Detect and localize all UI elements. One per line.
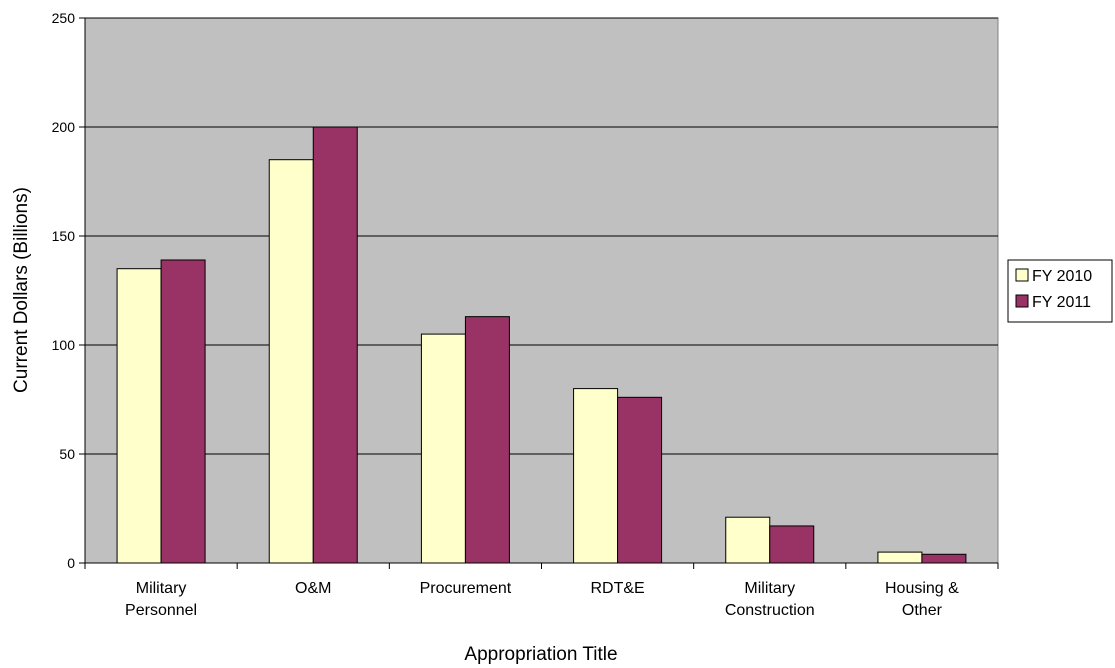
x-tick-label: Other	[902, 602, 943, 619]
bar-fy-2010-3	[573, 388, 619, 564]
bar-fy-2010-1	[268, 159, 314, 564]
x-axis-ticks: Military Personnel O&M Procurement RDT&E Mili…	[84, 563, 999, 619]
bars	[116, 126, 967, 564]
x-axis-title: Appropriation Title	[464, 644, 617, 665]
legend-swatch	[1015, 268, 1029, 282]
x-tick-label: Military	[744, 580, 795, 597]
y-tick-label: 100	[52, 337, 76, 353]
bar-fy-2011-2	[464, 316, 510, 564]
bar-fy-2010-0	[116, 268, 162, 564]
bar-fy-2010-4	[725, 516, 771, 564]
bar-fy-2010-2	[420, 333, 466, 564]
bar-fy-2011-0	[160, 259, 206, 564]
y-tick-label: 200	[52, 119, 76, 135]
legend: FY 2010 FY 2011	[1007, 259, 1113, 323]
y-tick-label: 0	[67, 555, 75, 571]
x-tick-label: Housing &	[885, 580, 959, 597]
x-tick-label: O&M	[295, 580, 331, 597]
y-tick-label: 150	[52, 228, 76, 244]
legend-label: FY 2010	[1032, 268, 1092, 285]
legend-swatch	[1015, 294, 1029, 308]
x-tick-label: Construction	[725, 602, 815, 619]
bar-fy-2010-5	[877, 551, 923, 564]
bar-fy-2011-5	[921, 553, 967, 564]
x-tick-label: Personnel	[125, 602, 197, 619]
y-tick-label: 250	[52, 10, 76, 26]
bar-fy-2011-3	[617, 396, 663, 564]
plot-area	[84, 17, 999, 564]
gridlines	[85, 17, 998, 455]
y-axis-ticks: 0 50 100 150 200 250	[52, 10, 85, 571]
y-tick-label: 50	[59, 446, 75, 462]
bar-fy-2011-4	[769, 525, 815, 564]
legend-label: FY 2011	[1032, 294, 1091, 311]
bar-fy-2011-1	[312, 126, 358, 564]
y-axis-title: Current Dollars (Billions)	[11, 187, 32, 393]
x-tick-label: Military	[136, 580, 187, 597]
x-tick-label: RDT&E	[590, 580, 644, 597]
x-tick-label: Procurement	[420, 580, 512, 597]
